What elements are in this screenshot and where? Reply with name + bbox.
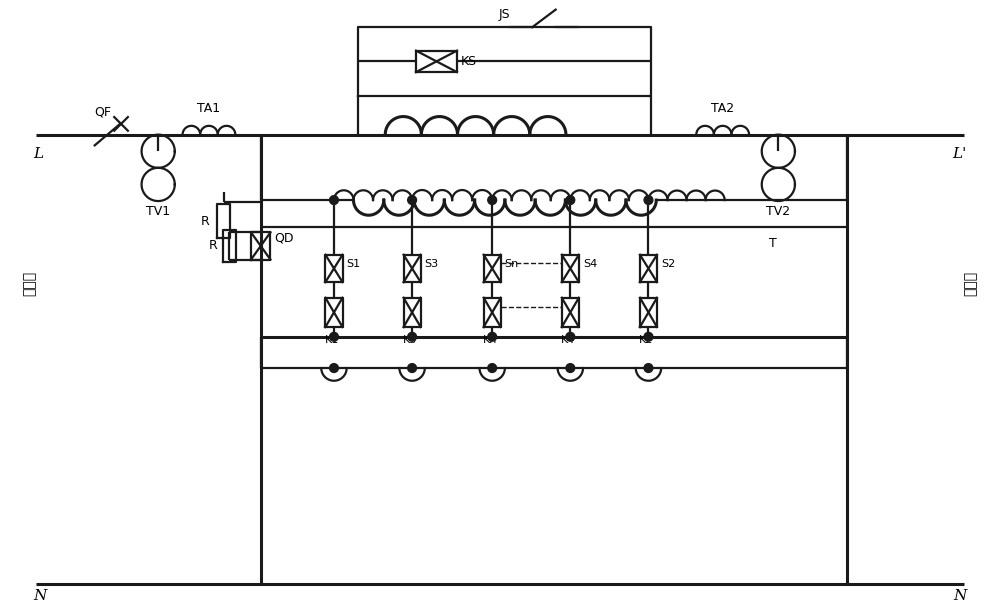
Text: N: N xyxy=(33,589,47,603)
Text: KS: KS xyxy=(461,55,477,68)
Text: TV1: TV1 xyxy=(146,205,170,218)
Text: JS: JS xyxy=(499,8,511,21)
Circle shape xyxy=(488,364,497,373)
Text: K3: K3 xyxy=(403,335,417,345)
Text: Sn: Sn xyxy=(505,259,519,268)
Circle shape xyxy=(330,333,338,341)
Circle shape xyxy=(330,195,338,205)
Circle shape xyxy=(566,195,575,205)
Circle shape xyxy=(408,364,416,373)
Circle shape xyxy=(488,195,497,205)
Text: S2: S2 xyxy=(661,259,675,268)
Text: QF: QF xyxy=(94,105,111,118)
Text: TA2: TA2 xyxy=(711,102,734,115)
Text: TA1: TA1 xyxy=(197,102,221,115)
Text: N: N xyxy=(953,589,967,603)
Text: T: T xyxy=(769,237,776,250)
Text: Kn: Kn xyxy=(483,335,497,345)
Circle shape xyxy=(488,333,497,341)
Text: K1: K1 xyxy=(325,335,339,345)
Circle shape xyxy=(408,195,416,205)
Circle shape xyxy=(644,364,653,373)
Circle shape xyxy=(408,333,416,341)
Text: 输出端: 输出端 xyxy=(964,271,978,296)
Text: S4: S4 xyxy=(583,259,597,268)
Text: TV2: TV2 xyxy=(766,205,790,218)
Text: S3: S3 xyxy=(425,259,439,268)
Text: S1: S1 xyxy=(346,259,361,268)
Circle shape xyxy=(644,333,653,341)
Text: K4: K4 xyxy=(561,335,576,345)
Circle shape xyxy=(644,195,653,205)
Text: R: R xyxy=(209,240,218,253)
Text: L: L xyxy=(33,148,43,161)
Circle shape xyxy=(330,364,338,373)
Text: K2: K2 xyxy=(639,335,654,345)
Text: L': L' xyxy=(952,148,967,161)
Circle shape xyxy=(566,364,575,373)
Text: 输入端: 输入端 xyxy=(22,271,36,296)
Circle shape xyxy=(566,333,575,341)
Text: QD: QD xyxy=(274,232,294,245)
Text: R: R xyxy=(201,214,210,228)
